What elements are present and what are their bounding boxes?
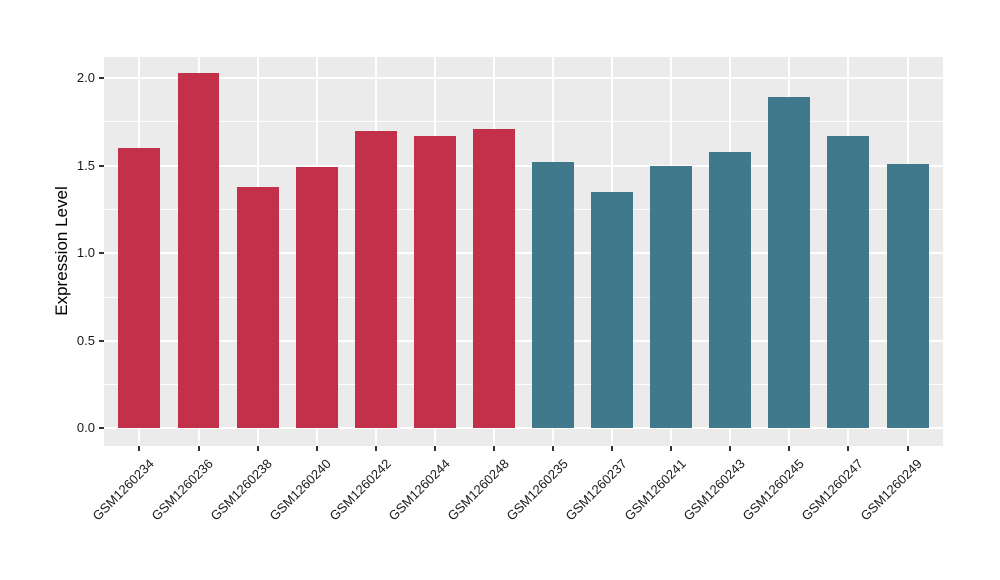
y-tick-label: 0.0 [76, 420, 95, 436]
y-tick-label: 1.0 [76, 245, 95, 261]
bar [827, 135, 870, 429]
x-axis-tick [138, 446, 141, 451]
x-tick-label: GSM1260235 [503, 456, 571, 524]
bar [295, 167, 338, 429]
x-axis-tick [670, 446, 673, 451]
x-tick-label: GSM1260247 [798, 456, 867, 524]
bar [472, 128, 515, 429]
x-axis-tick [611, 446, 614, 451]
y-tick-label: 1.5 [76, 157, 95, 173]
gridline-minor [104, 384, 943, 386]
y-tick-label: 0.5 [76, 332, 95, 348]
x-tick-label: GSM1260244 [385, 456, 453, 524]
bar [709, 151, 752, 429]
x-tick-label: GSM1260238 [207, 456, 276, 524]
x-axis-tick [847, 446, 850, 451]
x-tick-label: GSM1260243 [680, 456, 748, 524]
x-tick-label: GSM1260249 [857, 456, 926, 524]
gridline-major [104, 339, 943, 342]
gridline-major [104, 427, 943, 430]
gridline-minor [104, 121, 943, 123]
bar [650, 165, 693, 429]
x-axis-tick [906, 446, 909, 451]
y-tick-label: 2.0 [76, 70, 95, 86]
x-axis-tick [492, 446, 495, 451]
bar [591, 191, 634, 429]
plot-panel [104, 57, 943, 446]
x-axis-tick [256, 446, 259, 451]
bar [886, 163, 929, 429]
x-axis-tick [433, 446, 436, 451]
gridline-minor [104, 296, 943, 298]
bar [354, 130, 397, 429]
bar [118, 148, 161, 429]
x-axis-tick [552, 446, 555, 451]
y-axis-title: Expression Level [52, 186, 71, 316]
bar [236, 186, 279, 429]
bar [413, 135, 456, 429]
gridline-major [104, 164, 943, 167]
x-tick-label: GSM1260245 [739, 456, 807, 524]
x-axis-tick [788, 446, 791, 451]
x-axis-tick [197, 446, 200, 451]
x-tick-label: GSM1260237 [562, 456, 630, 524]
x-axis-tick [729, 446, 732, 451]
x-axis-tick [374, 446, 377, 451]
bar [768, 97, 811, 429]
x-tick-label: GSM1260248 [444, 456, 512, 524]
gridline-major [104, 252, 943, 255]
gridline-minor [104, 208, 943, 210]
x-tick-label: GSM1260240 [266, 456, 335, 524]
x-axis-tick [315, 446, 318, 451]
x-tick-label: GSM1260234 [89, 456, 158, 524]
x-tick-label: GSM1260241 [621, 456, 689, 524]
x-tick-label: GSM1260236 [148, 456, 217, 524]
x-tick-label: GSM1260242 [326, 456, 394, 524]
bar [532, 162, 574, 429]
bar [177, 72, 220, 429]
gridline-major [104, 77, 943, 80]
